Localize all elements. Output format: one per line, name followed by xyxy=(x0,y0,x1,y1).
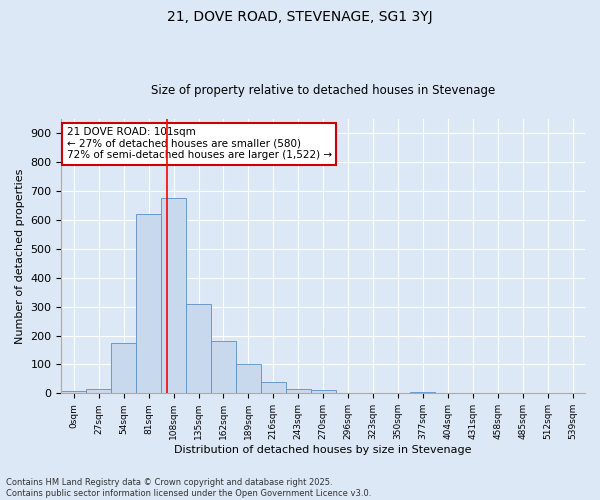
Text: 21 DOVE ROAD: 101sqm
← 27% of detached houses are smaller (580)
72% of semi-deta: 21 DOVE ROAD: 101sqm ← 27% of detached h… xyxy=(67,127,332,160)
Bar xyxy=(286,389,311,394)
Bar xyxy=(136,214,161,394)
Bar xyxy=(86,389,111,394)
Bar xyxy=(211,342,236,394)
X-axis label: Distribution of detached houses by size in Stevenage: Distribution of detached houses by size … xyxy=(175,445,472,455)
Bar xyxy=(186,304,211,394)
Text: Contains HM Land Registry data © Crown copyright and database right 2025.
Contai: Contains HM Land Registry data © Crown c… xyxy=(6,478,371,498)
Bar xyxy=(236,364,261,394)
Bar xyxy=(261,382,286,394)
Text: 21, DOVE ROAD, STEVENAGE, SG1 3YJ: 21, DOVE ROAD, STEVENAGE, SG1 3YJ xyxy=(167,10,433,24)
Title: Size of property relative to detached houses in Stevenage: Size of property relative to detached ho… xyxy=(151,84,496,97)
Bar xyxy=(61,391,86,394)
Bar xyxy=(111,343,136,394)
Bar xyxy=(410,392,436,394)
Y-axis label: Number of detached properties: Number of detached properties xyxy=(15,168,25,344)
Bar xyxy=(311,390,335,394)
Bar xyxy=(161,198,186,394)
